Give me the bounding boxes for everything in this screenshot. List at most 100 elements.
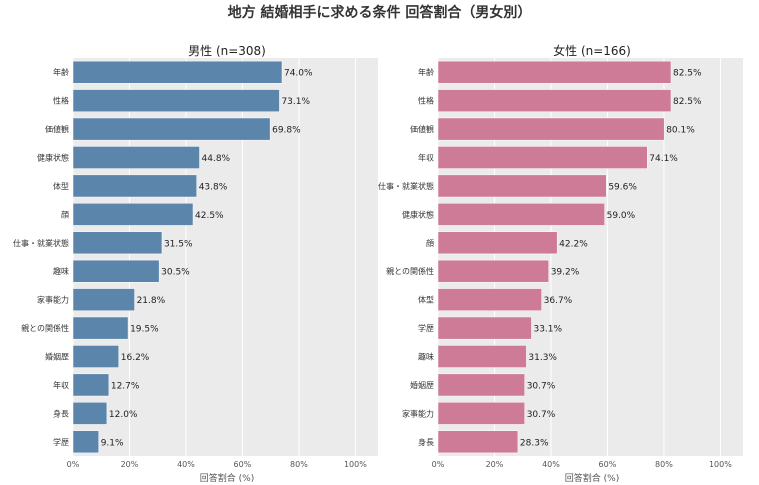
value-label: 43.8% bbox=[199, 182, 228, 192]
category-label: 親との関係性 bbox=[21, 323, 69, 333]
value-label: 59.6% bbox=[608, 182, 637, 192]
value-label: 30.7% bbox=[527, 410, 556, 420]
value-label: 30.5% bbox=[161, 268, 190, 278]
category-label: 年齢 bbox=[53, 67, 69, 77]
category-label: 婚姻歴 bbox=[45, 352, 69, 362]
bar-female bbox=[437, 316, 532, 340]
x-tick-label: 80% bbox=[655, 460, 673, 469]
category-label: 性格 bbox=[53, 96, 69, 106]
value-label: 28.3% bbox=[520, 438, 549, 448]
bar-female bbox=[437, 146, 648, 169]
x-tick-label: 100% bbox=[709, 460, 732, 469]
category-label: 性格 bbox=[418, 96, 434, 106]
x-tick-label: 40% bbox=[177, 460, 195, 469]
category-label: 学歴 bbox=[418, 323, 434, 333]
category-label: 価値観 bbox=[45, 124, 69, 134]
bar-male bbox=[72, 259, 160, 283]
bar-male bbox=[72, 89, 280, 112]
value-label: 9.1% bbox=[101, 438, 124, 448]
bar-male bbox=[72, 402, 108, 425]
bar-female bbox=[437, 203, 605, 226]
bar-female bbox=[437, 174, 607, 198]
category-label: 趣味 bbox=[418, 352, 434, 362]
chart-title: 地方 結婚相手に求める条件 回答割合（男女別） bbox=[228, 4, 532, 21]
value-label: 16.2% bbox=[121, 353, 150, 363]
category-label: 体型 bbox=[418, 295, 434, 305]
value-label: 12.7% bbox=[111, 381, 140, 391]
bar-female bbox=[437, 345, 527, 368]
category-label: 家事能力 bbox=[402, 408, 434, 418]
category-label: 健康状態 bbox=[402, 209, 434, 219]
bar-female bbox=[437, 288, 542, 311]
value-label: 74.0% bbox=[284, 69, 313, 79]
bar-male bbox=[72, 316, 129, 340]
bar-female bbox=[437, 231, 558, 255]
bar-female bbox=[437, 89, 672, 112]
bar-male bbox=[72, 60, 283, 84]
category-label: 顔 bbox=[426, 238, 434, 248]
value-label: 19.5% bbox=[130, 325, 159, 335]
value-label: 39.2% bbox=[551, 268, 580, 278]
x-tick-label: 100% bbox=[344, 460, 367, 469]
x-tick-label: 20% bbox=[486, 460, 504, 469]
value-label: 12.0% bbox=[109, 410, 138, 420]
panel-male: 男性 (n=308) 回答割合 (%) 0% 20% 40% 60% 80% 100% 年齢… bbox=[13, 44, 378, 484]
value-label: 44.8% bbox=[202, 154, 231, 164]
category-label: 身長 bbox=[53, 408, 69, 418]
bar-male bbox=[72, 231, 163, 255]
x-tick-label: 80% bbox=[290, 460, 308, 469]
bar-male bbox=[72, 373, 110, 397]
bar-male bbox=[72, 117, 271, 141]
value-label: 33.1% bbox=[533, 325, 562, 335]
category-label: 学歴 bbox=[53, 437, 69, 447]
bar-male bbox=[72, 288, 135, 311]
plot-background bbox=[73, 58, 378, 456]
value-label: 30.7% bbox=[527, 381, 556, 391]
x-tick-label: 0% bbox=[432, 460, 445, 469]
bar-female bbox=[437, 259, 549, 283]
category-label: 婚姻歴 bbox=[410, 380, 434, 390]
bar-female bbox=[437, 402, 525, 425]
bar-male bbox=[72, 345, 119, 368]
bar-female bbox=[437, 117, 665, 141]
x-tick-label: 60% bbox=[234, 460, 252, 469]
value-label: 59.0% bbox=[607, 211, 636, 221]
x-tick-label: 0% bbox=[67, 460, 80, 469]
category-label: 価値観 bbox=[410, 124, 434, 134]
bar-female bbox=[437, 60, 672, 84]
panel-female: 女性 (n=166) 回答割合 (%) 0% 20% 40% 60% 80% 100% 年齢… bbox=[378, 43, 743, 484]
category-label: 年収 bbox=[418, 153, 434, 163]
category-label: 趣味 bbox=[53, 266, 69, 276]
panel-title-female: 女性 (n=166) bbox=[553, 43, 631, 58]
value-label: 31.3% bbox=[528, 353, 557, 363]
category-label: 身長 bbox=[418, 437, 434, 447]
category-label: 仕事・就業状態 bbox=[378, 181, 434, 191]
bar-female bbox=[437, 373, 525, 397]
value-label: 42.5% bbox=[195, 211, 224, 221]
value-label: 31.5% bbox=[164, 239, 193, 249]
panel-title-male: 男性 (n=308) bbox=[188, 44, 266, 58]
bar-female bbox=[437, 430, 519, 454]
value-label: 74.1% bbox=[649, 154, 678, 164]
value-label: 82.5% bbox=[673, 69, 702, 79]
category-label: 家事能力 bbox=[37, 295, 69, 305]
category-label: 年齢 bbox=[418, 67, 434, 77]
bar-male bbox=[72, 174, 197, 198]
value-label: 73.1% bbox=[281, 97, 310, 107]
category-label: 体型 bbox=[53, 181, 69, 191]
bar-male bbox=[72, 203, 194, 226]
value-label: 36.7% bbox=[544, 296, 573, 306]
category-label: 親との関係性 bbox=[386, 266, 434, 276]
bar-male bbox=[72, 430, 99, 454]
x-axis-label-female: 回答割合 (%) bbox=[565, 472, 619, 484]
value-label: 80.1% bbox=[666, 126, 695, 136]
category-label: 年収 bbox=[53, 380, 69, 390]
plot-background bbox=[438, 58, 743, 456]
value-label: 21.8% bbox=[137, 296, 166, 306]
x-tick-label: 40% bbox=[542, 460, 560, 469]
value-label: 69.8% bbox=[272, 126, 301, 136]
category-label: 仕事・就業状態 bbox=[13, 238, 69, 248]
x-axis-label-male: 回答割合 (%) bbox=[200, 472, 254, 484]
x-tick-label: 20% bbox=[121, 460, 139, 469]
